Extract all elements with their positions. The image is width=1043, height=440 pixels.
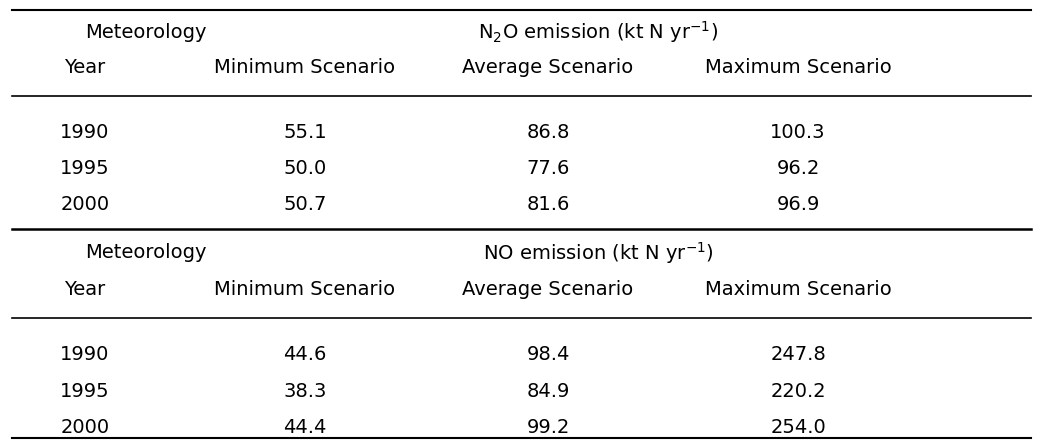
Text: 77.6: 77.6 (527, 158, 569, 177)
Text: Maximum Scenario: Maximum Scenario (705, 58, 892, 77)
Text: 44.4: 44.4 (284, 418, 326, 436)
Text: 1990: 1990 (60, 122, 110, 142)
Text: 2000: 2000 (60, 418, 110, 436)
Text: 38.3: 38.3 (284, 381, 326, 400)
Text: Meteorology: Meteorology (84, 243, 207, 263)
Text: 247.8: 247.8 (770, 345, 826, 364)
Text: Maximum Scenario: Maximum Scenario (705, 279, 892, 298)
Text: 55.1: 55.1 (284, 122, 326, 142)
Text: Meteorology: Meteorology (84, 22, 207, 41)
Text: NO emission (kt N yr$^{-1}$): NO emission (kt N yr$^{-1}$) (483, 240, 713, 266)
Text: 86.8: 86.8 (527, 122, 569, 142)
Text: 1995: 1995 (60, 158, 110, 177)
Text: Minimum Scenario: Minimum Scenario (215, 279, 395, 298)
Text: 220.2: 220.2 (770, 381, 826, 400)
Text: Minimum Scenario: Minimum Scenario (215, 58, 395, 77)
Text: 84.9: 84.9 (527, 381, 569, 400)
Text: 99.2: 99.2 (527, 418, 569, 436)
Text: 50.0: 50.0 (284, 158, 326, 177)
Text: 44.6: 44.6 (284, 345, 326, 364)
Text: Year: Year (65, 279, 105, 298)
Text: Year: Year (65, 58, 105, 77)
Text: Average Scenario: Average Scenario (462, 279, 634, 298)
Text: 98.4: 98.4 (527, 345, 569, 364)
Text: Average Scenario: Average Scenario (462, 58, 634, 77)
Text: N$_2$O emission (kt N yr$^{-1}$): N$_2$O emission (kt N yr$^{-1}$) (478, 19, 718, 45)
Text: 2000: 2000 (60, 194, 110, 213)
Text: 1990: 1990 (60, 345, 110, 364)
Text: 1995: 1995 (60, 381, 110, 400)
Text: 96.2: 96.2 (776, 158, 820, 177)
Text: 81.6: 81.6 (527, 194, 569, 213)
Text: 100.3: 100.3 (770, 122, 826, 142)
Text: 50.7: 50.7 (284, 194, 326, 213)
Text: 254.0: 254.0 (770, 418, 826, 436)
Text: 96.9: 96.9 (776, 194, 820, 213)
